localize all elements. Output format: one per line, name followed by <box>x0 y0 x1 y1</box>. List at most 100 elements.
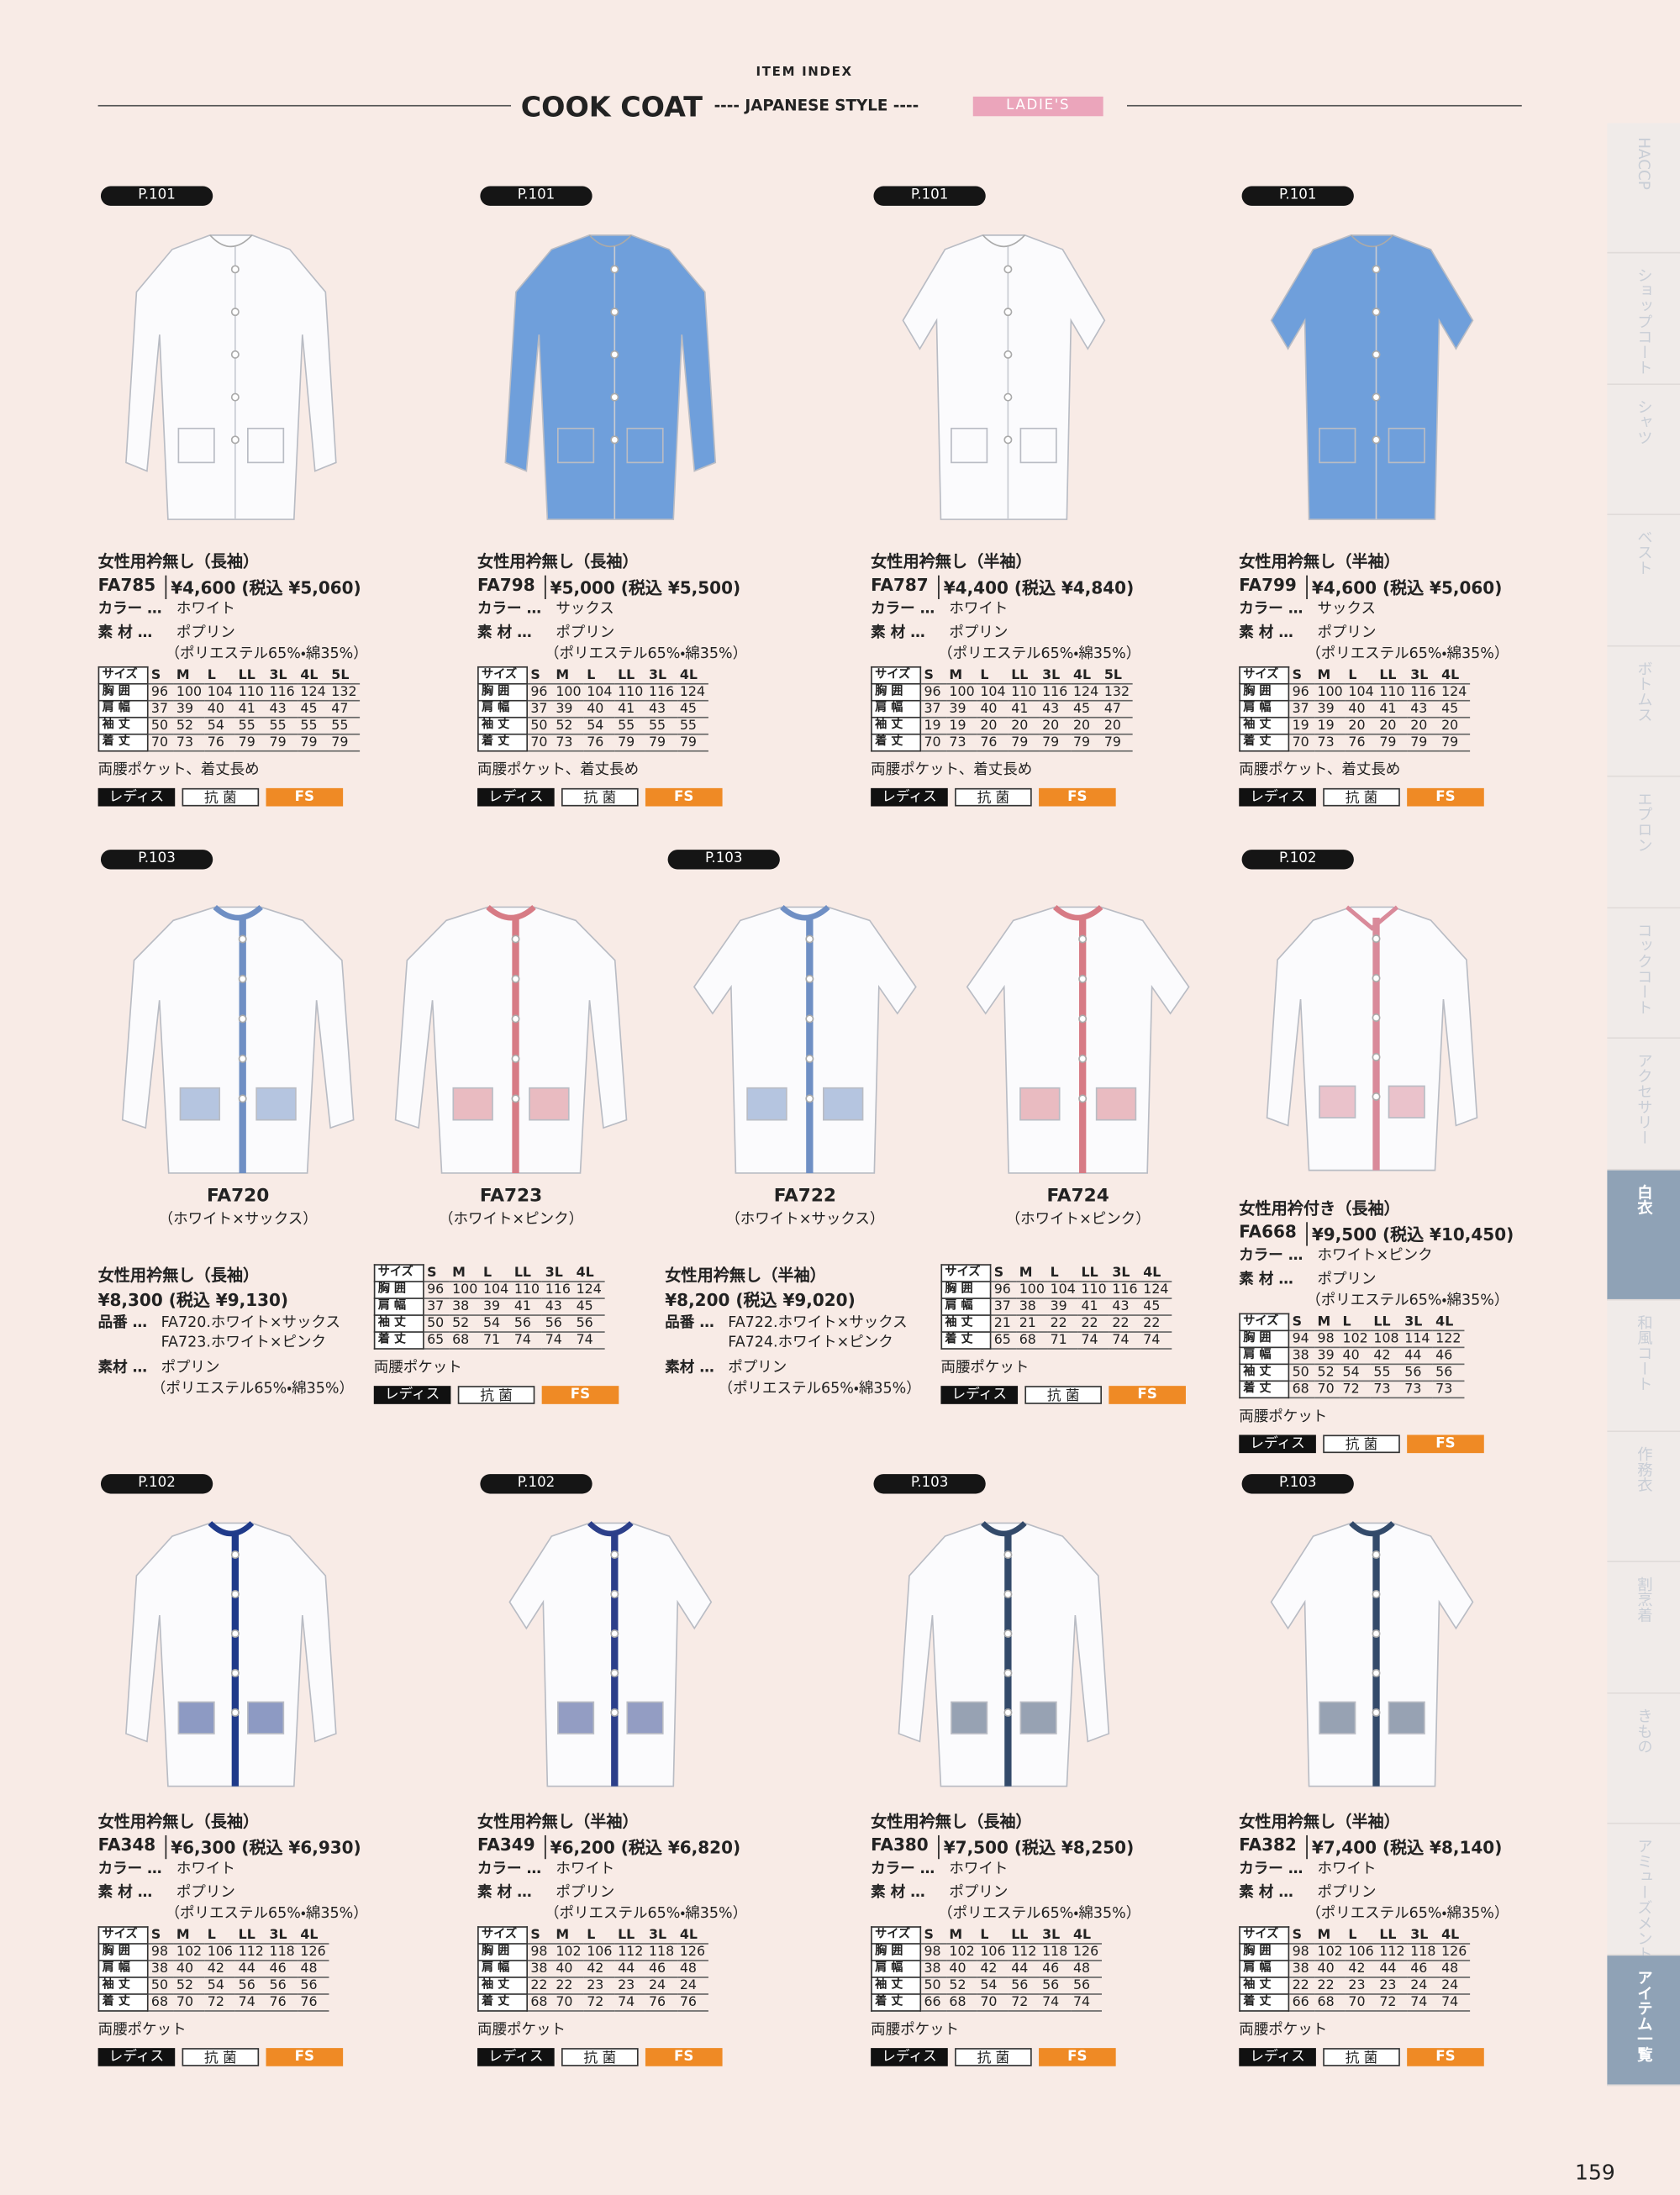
material-label: 素 材 … <box>477 1884 532 1902</box>
size-row: 胸 囲 98 102 106 112 118 126 <box>97 1943 329 1961</box>
size-cell: 73 <box>1401 1381 1433 1399</box>
feature-tag: 抗 菌 <box>1323 787 1400 807</box>
size-cell: 3L <box>1407 666 1439 685</box>
size-cell: LL <box>1371 1313 1402 1332</box>
product-code: FA668 <box>1239 1222 1297 1242</box>
size-cell: 44 <box>1401 1347 1433 1366</box>
size-cell: 79 <box>1438 734 1470 752</box>
garment-button <box>1372 308 1381 317</box>
item-color: （ホワイト×サックス） <box>725 1210 885 1228</box>
garment-button <box>1003 265 1013 274</box>
size-table: サイズ S M L LL 3L 4L 胸 囲 96 100 104 110 116 124 肩 幅 37 39 4… <box>1239 666 1470 752</box>
garment-body <box>394 906 628 1174</box>
size-cell: 71 <box>480 1332 512 1350</box>
size-cell: 55 <box>328 717 360 735</box>
size-row: 袖 丈 50 52 54 55 55 55 <box>477 716 708 735</box>
garment-body <box>1270 1522 1474 1787</box>
size-row-label: 肩 幅 <box>477 1960 529 1978</box>
size-row-label: サイズ <box>1239 1313 1290 1332</box>
garment-button <box>610 1550 619 1560</box>
side-tab: 白衣 <box>1607 1170 1680 1301</box>
size-cell: 3L <box>645 1927 677 1945</box>
garment-button <box>610 1708 619 1717</box>
size-cell: 79 <box>298 734 329 752</box>
product-name: 女性用衿無し（長袖） <box>97 1811 260 1831</box>
size-row-label: 袖 丈 <box>1239 1977 1290 1995</box>
size-cell: S <box>147 666 174 685</box>
size-cell: 4L <box>1140 1265 1172 1282</box>
size-row-label: サイズ <box>871 1926 922 1945</box>
material-value: ポプリン <box>161 1359 220 1376</box>
color-value: ホワイト <box>556 1860 615 1877</box>
size-cell: M <box>1314 1927 1346 1945</box>
size-cell: 52 <box>449 1315 481 1333</box>
product-name: 女性用衿無し（長袖） <box>97 551 260 571</box>
size-row: 袖 丈 50 52 54 55 56 56 <box>1239 1363 1464 1382</box>
size-row-label: 袖 丈 <box>871 716 922 735</box>
size-row-label: サイズ <box>373 1264 424 1282</box>
size-cell: 39 <box>173 700 205 719</box>
size-cell: 79 <box>1376 734 1408 752</box>
size-cell: 110 <box>1376 683 1408 702</box>
size-cell: 37 <box>147 700 174 719</box>
size-cell: 43 <box>266 700 298 719</box>
garment-pocket <box>177 427 215 464</box>
size-cell: 74 <box>1140 1332 1172 1350</box>
product-code: FA349 <box>477 1834 535 1855</box>
size-row: 着 丈 68 70 72 74 76 76 <box>477 1993 708 2012</box>
size-row-label: 肩 幅 <box>97 699 149 719</box>
size-cell: 54 <box>977 1977 1009 1995</box>
size-cell: 46 <box>1039 1960 1071 1978</box>
size-row: サイズ S M L LL 3L 4L <box>1239 1313 1464 1332</box>
garment-pocket <box>557 1701 595 1734</box>
size-cell: 110 <box>1078 1282 1110 1299</box>
size-cell: 41 <box>511 1298 543 1316</box>
feature-tag: 抗 菌 <box>1323 1434 1400 1454</box>
size-cell: 22 <box>527 1977 554 1995</box>
size-cell: 46 <box>266 1960 298 1978</box>
garment-button <box>805 974 814 983</box>
material-value: ポプリン <box>1317 624 1377 641</box>
size-row-label: サイズ <box>477 1926 529 1945</box>
size-cell: M <box>553 666 584 685</box>
size-row: 肩 幅 38 40 42 44 46 48 <box>477 1960 708 1978</box>
product-name: 女性用衿無し（半袖） <box>477 1811 639 1831</box>
size-cell: 74 <box>1070 1993 1102 2012</box>
material-value: ポプリン <box>728 1359 787 1376</box>
feature-tag: 抗 菌 <box>182 2048 260 2066</box>
size-cell: 66 <box>1288 1993 1315 2012</box>
size-cell: S <box>1288 1927 1315 1945</box>
side-tab: ショップコート <box>1607 254 1680 385</box>
size-cell: 37 <box>990 1298 1017 1316</box>
size-cell: 52 <box>1314 1364 1340 1382</box>
size-cell: 22 <box>1314 1977 1346 1995</box>
feature-tag: 抗 菌 <box>182 787 260 807</box>
feature-tag: レディス <box>97 787 176 807</box>
size-cell: 73 <box>553 734 584 752</box>
product-name: 女性用衿無し（長袖） <box>97 1265 260 1286</box>
size-cell: 41 <box>1376 700 1408 719</box>
size-cell: 112 <box>614 1944 646 1961</box>
size-cell: 45 <box>573 1298 605 1316</box>
size-row-label: 袖 丈 <box>477 716 529 735</box>
size-cell: 38 <box>1016 1298 1048 1316</box>
size-cell: 100 <box>946 683 977 702</box>
material-value: ポプリン <box>556 1884 615 1902</box>
product-name: 女性用衿無し（半袖） <box>1239 551 1400 571</box>
garment-pocket <box>823 1087 864 1121</box>
material-value: ポプリン <box>176 624 235 641</box>
size-cell: 110 <box>614 683 646 702</box>
size-cell: 79 <box>1407 734 1439 752</box>
size-cell: LL <box>1376 666 1408 685</box>
size-cell: 22 <box>1140 1315 1172 1333</box>
garment-button <box>610 1629 619 1638</box>
material-detail: （ポリエステル65%・綿35%） <box>165 645 368 662</box>
material-detail: （ポリエステル65%・綿35%） <box>938 1905 1141 1923</box>
feature-tag: FS <box>266 787 344 807</box>
feature-tag: FS <box>541 1386 619 1404</box>
size-cell: 44 <box>614 1960 646 1978</box>
size-cell: 106 <box>1346 1944 1377 1961</box>
size-cell: 37 <box>423 1298 450 1316</box>
size-table: サイズ S M L LL 3L 4L 胸 囲 98 102 106 112 118 126 肩 幅 38 40 4… <box>477 1926 708 2012</box>
size-cell: 104 <box>1047 1282 1079 1299</box>
